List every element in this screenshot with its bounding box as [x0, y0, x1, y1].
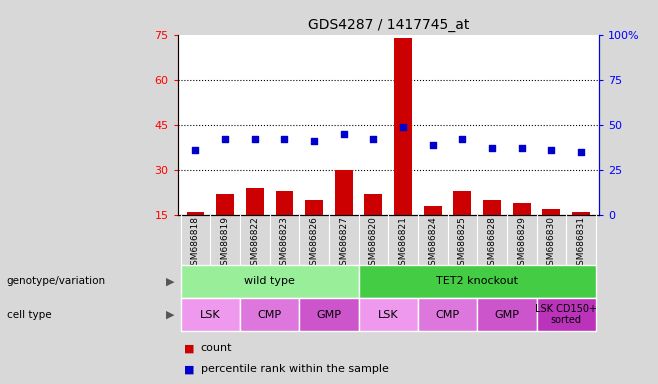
Point	[487, 145, 497, 151]
Text: count: count	[201, 343, 232, 353]
Text: percentile rank within the sample: percentile rank within the sample	[201, 364, 389, 374]
Bar	[513, 203, 530, 260]
Text: cell type: cell type	[7, 310, 51, 320]
Point	[398, 124, 409, 130]
Text: ▶: ▶	[166, 276, 174, 286]
Bar	[305, 200, 323, 260]
Text: LSK: LSK	[200, 310, 220, 320]
Text: TET2 knockout: TET2 knockout	[436, 276, 519, 286]
Bar	[453, 191, 471, 260]
Point	[190, 147, 201, 153]
Text: wild type: wild type	[244, 276, 295, 286]
Text: GMP: GMP	[316, 310, 342, 320]
Point	[368, 136, 378, 142]
Text: CMP: CMP	[436, 310, 459, 320]
Bar	[424, 206, 442, 260]
Point	[517, 145, 527, 151]
Text: LSK: LSK	[378, 310, 399, 320]
Bar	[187, 212, 205, 260]
Text: CMP: CMP	[257, 310, 282, 320]
Point	[249, 136, 260, 142]
Bar	[216, 194, 234, 260]
Point	[220, 136, 230, 142]
Text: genotype/variation: genotype/variation	[7, 276, 106, 286]
Point	[428, 142, 438, 148]
Text: ■: ■	[184, 364, 198, 374]
Bar	[572, 212, 590, 260]
Point	[546, 147, 557, 153]
Point	[576, 149, 586, 155]
Bar	[542, 209, 560, 260]
Bar	[365, 194, 382, 260]
Text: ▶: ▶	[166, 310, 174, 320]
Bar	[483, 200, 501, 260]
Text: LSK CD150+
sorted: LSK CD150+ sorted	[535, 304, 597, 326]
Point	[338, 131, 349, 137]
Bar	[276, 191, 293, 260]
Bar	[246, 188, 264, 260]
Bar	[335, 170, 353, 260]
Point	[309, 138, 319, 144]
Title: GDS4287 / 1417745_at: GDS4287 / 1417745_at	[307, 18, 469, 32]
Text: ■: ■	[184, 343, 198, 353]
Bar	[394, 38, 412, 260]
Point	[457, 136, 468, 142]
Text: GMP: GMP	[494, 310, 519, 320]
Point	[279, 136, 290, 142]
